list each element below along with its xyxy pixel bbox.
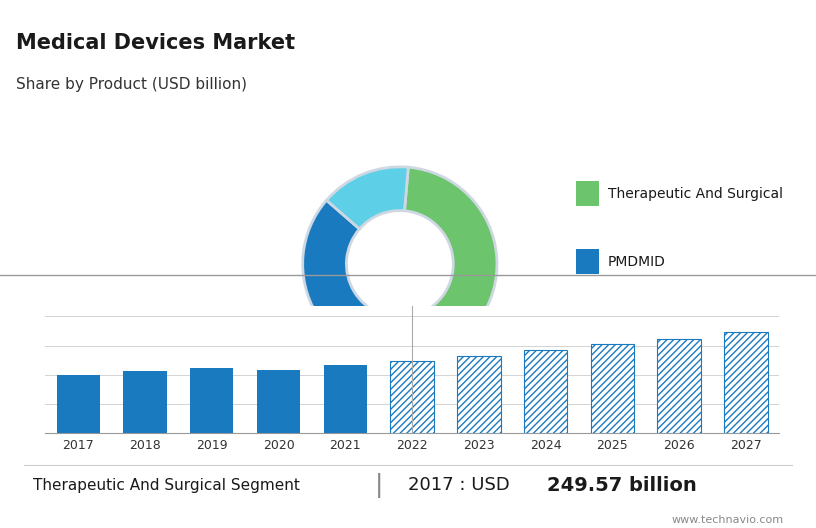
Bar xyxy=(190,367,233,433)
Wedge shape xyxy=(303,200,422,361)
Bar xyxy=(324,365,367,433)
FancyBboxPatch shape xyxy=(576,317,599,342)
Text: Others: Others xyxy=(608,323,654,336)
Bar xyxy=(390,361,434,433)
Bar xyxy=(725,332,768,433)
Bar xyxy=(524,350,567,433)
Bar xyxy=(123,371,166,433)
Text: www.technavio.com: www.technavio.com xyxy=(672,515,783,525)
FancyBboxPatch shape xyxy=(576,249,599,274)
FancyBboxPatch shape xyxy=(576,182,599,206)
Text: Therapeutic And Surgical: Therapeutic And Surgical xyxy=(608,186,783,201)
Wedge shape xyxy=(326,167,408,229)
Bar xyxy=(457,356,500,433)
Bar xyxy=(257,370,300,433)
Bar xyxy=(658,338,701,433)
Bar xyxy=(591,344,634,433)
Text: PMDMID: PMDMID xyxy=(608,254,666,269)
Bar xyxy=(56,375,100,433)
Text: Medical Devices Market: Medical Devices Market xyxy=(16,33,295,53)
Text: 249.57 billion: 249.57 billion xyxy=(547,476,697,495)
Text: Therapeutic And Surgical Segment: Therapeutic And Surgical Segment xyxy=(33,478,299,493)
Text: 2017 : USD: 2017 : USD xyxy=(408,476,516,494)
Text: |: | xyxy=(375,473,384,498)
Wedge shape xyxy=(405,167,497,359)
Text: Share by Product (USD billion): Share by Product (USD billion) xyxy=(16,77,247,92)
